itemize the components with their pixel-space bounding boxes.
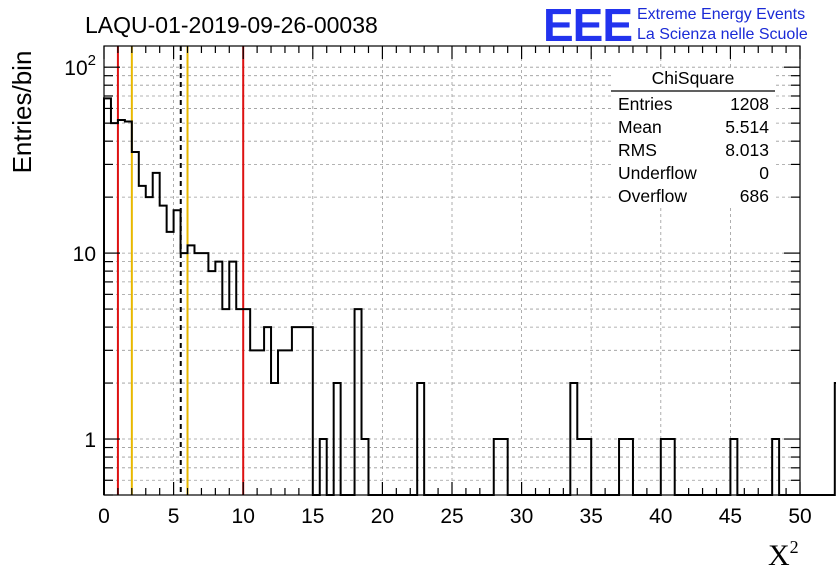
stats-value-underflow: 0 [759,163,769,183]
y-tick-label: 10 [73,243,96,266]
y-axis-label: Entries/bin [7,51,37,174]
y-tick-label: 102 [64,52,96,80]
stats-label-mean: Mean [618,117,662,137]
stats-value-mean: 5.514 [725,117,769,137]
y-tick-label-base: 10 [73,243,96,266]
stats-box-title: ChiSquare [652,68,735,88]
x-tick-label: 50 [788,505,811,528]
logo-line-2: La Scienza nelle Scuole [637,26,808,43]
stats-label-entries: Entries [618,94,673,114]
y-tick-label: 1 [84,429,96,452]
y-tick-label-base: 1 [84,429,96,452]
stats-label-underflow: Underflow [618,163,697,183]
logo-mark: EEE [543,0,632,51]
x-axis-label-base: X [768,539,790,572]
x-tick-label: 45 [719,505,742,528]
eee-logo: EEE Extreme Energy Events La Scienza nel… [543,0,808,51]
stats-label-overflow: Overflow [618,186,687,206]
stats-value-rms: 8.013 [725,140,769,160]
y-tick-label-base: 10 [64,57,87,80]
x-axis-label-superscript: 2 [790,537,799,557]
stats-label-rms: RMS [618,140,657,160]
y-tick-label-exponent: 2 [88,52,96,69]
x-tick-label: 0 [98,505,110,528]
reference-lines [116,46,245,495]
stats-rows: Entries 1208 Mean 5.514 RMS 8.013 Underflow 0 Ov… [618,94,769,206]
logo-line-1: Extreme Energy Events [637,6,805,23]
x-tick-label: 30 [510,505,533,528]
stats-value-entries: 1208 [730,94,769,114]
x-tick-label: 40 [649,505,672,528]
grid [104,46,800,496]
chart-title: LAQU-01-2019-09-26-00038 [85,12,378,38]
x-axis-label: X2 [768,537,799,572]
stats-value-overflow: 686 [740,186,769,206]
x-tick-label: 15 [301,505,324,528]
x-tick-label: 25 [440,505,463,528]
stats-box: ChiSquare Entries 1208 Mean 5.514 RMS 8.013 Un… [611,68,775,206]
x-tick-label: 20 [371,505,394,528]
x-tick-label: 5 [168,505,180,528]
x-tick-label: 35 [580,505,603,528]
x-tick-label: 10 [232,505,255,528]
axis-ticks [103,46,801,496]
x-tick-labels: 0 5 10 15 20 25 30 35 40 45 50 [98,505,812,528]
